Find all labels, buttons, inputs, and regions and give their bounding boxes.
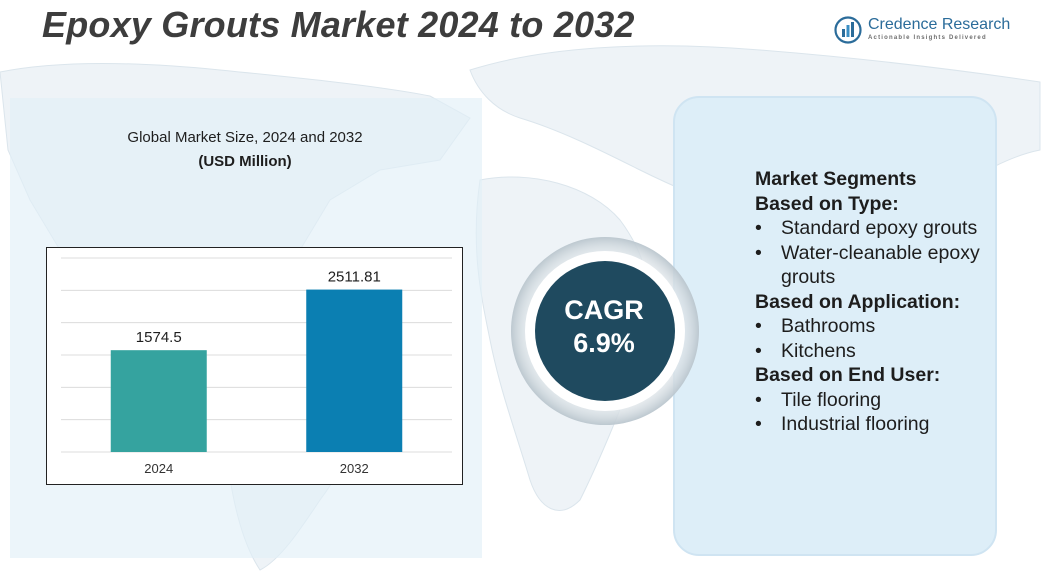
market-segments: Market Segments Based on Type: Standard … [755, 167, 995, 437]
segment-item: Standard epoxy grouts [755, 216, 995, 241]
brand-logo: Credence Research Actionable Insights De… [834, 14, 1014, 46]
logo-tagline: Actionable Insights Delivered [868, 35, 987, 41]
page-title: Epoxy Grouts Market 2024 to 2032 [42, 4, 635, 45]
segment-list: Standard epoxy grouts Water-cleanable ep… [755, 216, 995, 290]
segment-item: Water-cleanable epoxy grouts [755, 241, 995, 290]
segments-title: Market Segments [755, 168, 917, 190]
bar-value-label: 1574.5 [136, 329, 182, 346]
cagr-value: 6.9% [573, 328, 635, 358]
x-tick-label: 2024 [144, 461, 173, 476]
cagr-badge [511, 237, 699, 425]
logo-name: Credence Research [868, 16, 1011, 33]
cagr-circle [535, 261, 675, 401]
cagr-label: CAGR [564, 295, 644, 325]
segment-group-heading: Based on Application: [755, 290, 961, 313]
x-tick-label: 2032 [340, 461, 369, 476]
bar-chart-svg: 1574.5 2024 2511.81 2032 [61, 257, 452, 476]
segment-group-heading: Based on Type: [755, 192, 899, 215]
bar-chart-logo-icon [834, 16, 862, 44]
bar-chart: 1574.5 2024 2511.81 2032 [46, 247, 463, 485]
chart-title: Global Market Size, 2024 and 2032 [127, 129, 363, 146]
segment-item: Tile flooring [755, 388, 995, 413]
segment-item: Bathrooms [755, 314, 995, 339]
bar-2032 [306, 289, 403, 452]
chart-heading: Global Market Size, 2024 and 2032 (USD M… [60, 126, 430, 174]
cagr-text: CAGR 6.9% [540, 294, 668, 360]
chart-unit: (USD Million) [198, 153, 292, 170]
segment-item: Industrial flooring [755, 412, 995, 437]
segment-list: Bathrooms Kitchens [755, 314, 995, 363]
bar-2024 [110, 350, 207, 452]
segment-item: Kitchens [755, 339, 995, 364]
segment-list: Tile flooring Industrial flooring [755, 388, 995, 437]
segment-group-heading: Based on End User: [755, 364, 941, 386]
bar-value-label: 2511.81 [328, 269, 381, 286]
